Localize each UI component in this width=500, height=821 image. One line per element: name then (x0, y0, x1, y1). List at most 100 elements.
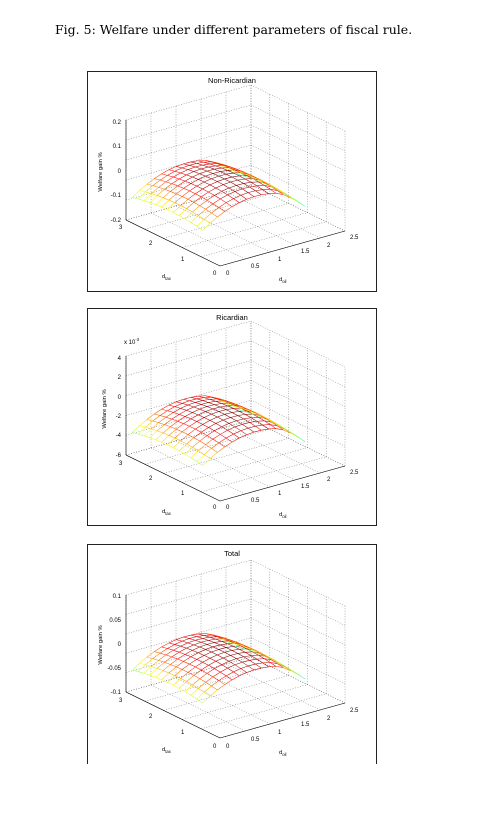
mesh-line (214, 642, 221, 646)
mesh-line (250, 417, 258, 422)
mesh-line (177, 180, 186, 187)
mesh-line (180, 642, 189, 647)
mesh-line (162, 197, 170, 201)
y-tick-label: 0 (226, 744, 230, 750)
grid-line (182, 212, 308, 248)
mesh-line (277, 425, 284, 431)
grid-line (125, 559, 252, 596)
mesh-line (164, 189, 171, 192)
mesh-line (275, 188, 282, 193)
mesh-line (161, 199, 170, 208)
mesh-line (180, 205, 187, 209)
mesh-line (237, 405, 244, 408)
mesh-line (264, 185, 272, 188)
mesh-line (145, 426, 152, 430)
grid-line (182, 684, 308, 720)
mesh-line (201, 166, 209, 170)
z-tick-label: -0.1 (111, 690, 122, 696)
mesh-line (268, 656, 275, 661)
mesh-line (217, 211, 225, 218)
mesh-line (215, 419, 224, 424)
mesh-line (244, 646, 252, 650)
mesh-line (181, 167, 189, 170)
mesh-line (212, 161, 219, 164)
mesh-line (180, 169, 189, 174)
mesh-line (201, 404, 208, 407)
mesh-line (143, 666, 152, 674)
mesh-line (293, 433, 300, 438)
mesh-line (287, 430, 294, 435)
mesh-line (173, 447, 180, 452)
mesh-line (173, 685, 180, 689)
grid-line (125, 184, 252, 221)
mesh-line (183, 634, 191, 638)
mesh-line (168, 435, 175, 439)
mesh-line (264, 183, 271, 187)
mesh-line (237, 642, 244, 646)
mesh-line (171, 183, 178, 187)
mesh-line (224, 637, 231, 641)
mesh-line (203, 635, 210, 638)
mesh-line (167, 444, 174, 449)
mesh-line (206, 404, 215, 407)
mesh-line (202, 657, 211, 663)
mesh-line (262, 653, 269, 658)
mesh-line (270, 662, 278, 664)
mesh-line (243, 172, 250, 175)
mesh-line (173, 649, 180, 653)
mesh-line (187, 640, 196, 644)
mesh-line (284, 193, 291, 199)
mesh-line (202, 223, 211, 231)
mesh-line (146, 656, 153, 659)
mesh-line (196, 417, 205, 422)
mesh-line (234, 664, 241, 669)
mesh-line (202, 399, 210, 401)
panel-ricardian: Ricardian x 10-3 4 2 0 -2 -4 -6 Welfare … (87, 308, 377, 526)
mesh-line (226, 437, 233, 443)
y-tick-label: 1 (278, 730, 282, 736)
mesh-line (182, 196, 189, 200)
mesh-line (245, 178, 252, 183)
grid-line (150, 684, 246, 732)
mesh-line (167, 202, 176, 210)
mesh-line (231, 175, 240, 178)
mesh-line (202, 636, 210, 639)
mesh-line (239, 407, 246, 410)
grid-line (175, 677, 271, 725)
mesh-line (186, 174, 193, 178)
mesh-line (255, 177, 262, 181)
mesh-line (233, 198, 240, 203)
mesh-line (231, 411, 240, 413)
mesh-line (165, 649, 174, 656)
mesh-line (209, 689, 218, 697)
grid-line (250, 360, 346, 407)
mesh-line (202, 638, 209, 641)
mesh-line (255, 412, 262, 416)
mesh-line (198, 414, 205, 418)
mesh-line (138, 671, 145, 674)
mesh-line (208, 401, 216, 403)
mesh-line (264, 420, 271, 425)
mesh-line (239, 411, 246, 415)
mesh-line (212, 406, 221, 410)
mesh-line (239, 175, 246, 180)
mesh-line (198, 160, 205, 163)
mesh-line (250, 182, 258, 187)
mesh-line (220, 667, 228, 673)
mesh-line (274, 659, 281, 664)
mesh-line (202, 420, 211, 425)
mesh-line (247, 427, 255, 433)
y-tick-label: 2 (327, 716, 331, 722)
mesh-line (212, 671, 221, 678)
mesh-line (227, 643, 234, 647)
mesh-line (233, 668, 241, 673)
mesh-line (205, 160, 212, 163)
mesh-line (174, 167, 183, 172)
mesh-line (234, 188, 243, 192)
mesh-line (174, 196, 183, 203)
mesh-line (176, 423, 184, 430)
grid-line (125, 656, 252, 693)
mesh-line (220, 643, 228, 646)
mesh-line (161, 206, 168, 210)
mesh-line (221, 187, 230, 192)
